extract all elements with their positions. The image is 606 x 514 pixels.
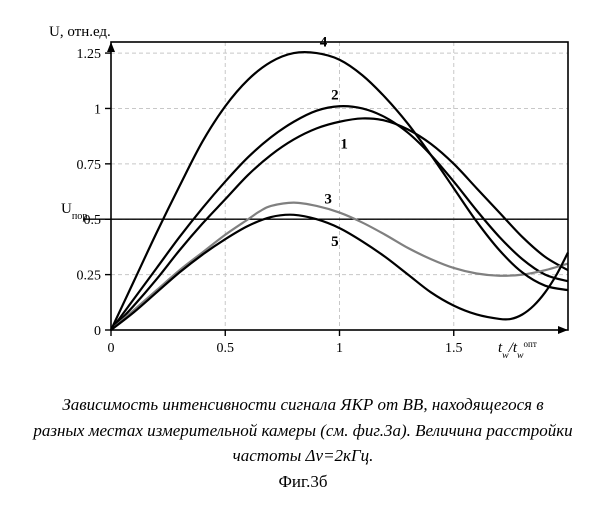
ytick-label: 0.5: [84, 213, 102, 228]
ytick-label: 1.25: [77, 47, 102, 62]
y-axis-label: U, отн.ед.: [49, 24, 111, 40]
chart-container: Uпор1234500.511.500.250.50.7511.25U, отн…: [23, 20, 583, 380]
caption: Зависимость интенсивности сигнала ЯКР от…: [20, 392, 586, 494]
curve-label-1: 1: [340, 136, 348, 152]
fig-label: Фиг.3б: [279, 472, 328, 491]
xtick-label: 1.5: [445, 341, 463, 356]
xtick-label: 0.5: [217, 341, 235, 356]
caption-line3: частоты Δν=2кГц.: [233, 446, 374, 465]
x-axis-label: tw/twопт: [498, 339, 537, 361]
chart-svg: Uпор1234500.511.500.250.50.7511.25U, отн…: [23, 20, 583, 380]
xtick-label: 0: [108, 341, 115, 356]
curve-label-5: 5: [331, 234, 339, 250]
ytick-label: 1: [94, 102, 101, 117]
xtick-label: 1: [336, 341, 343, 356]
curve-label-2: 2: [331, 88, 339, 104]
caption-line2: разных местах измерительной камеры (см. …: [33, 421, 572, 440]
ytick-label: 0: [94, 324, 101, 339]
ytick-label: 0.25: [77, 269, 102, 284]
curve-label-3: 3: [324, 192, 332, 208]
ytick-label: 0.75: [77, 158, 102, 173]
caption-line1: Зависимость интенсивности сигнала ЯКР от…: [62, 395, 543, 414]
